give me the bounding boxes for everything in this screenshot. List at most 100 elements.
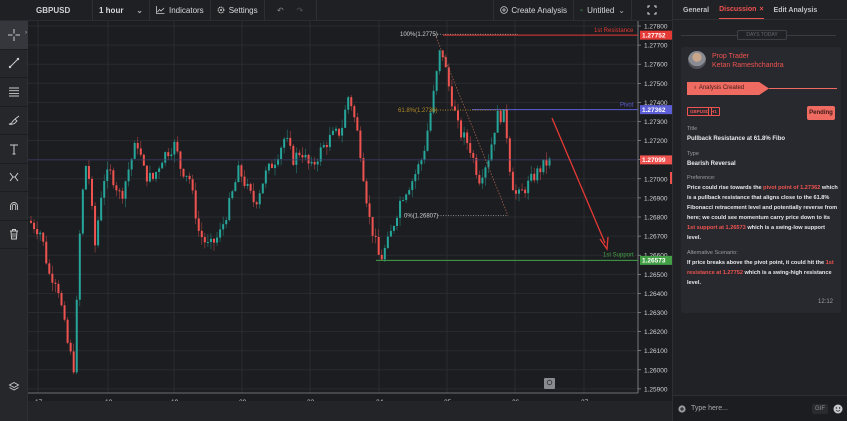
redo-icon[interactable]: ↷: [296, 5, 304, 15]
create-analysis-label: Create Analysis: [511, 5, 567, 15]
author-role: Prop Trader: [712, 53, 749, 60]
text-segment: which is a pullback resistance that alig…: [687, 185, 838, 221]
symbol-chip: GBPUSD: [687, 107, 713, 116]
gif-button[interactable]: GIF: [812, 403, 828, 414]
svg-text:18: 18: [105, 399, 113, 401]
svg-text:0%(1.26807): 0%(1.26807): [404, 214, 438, 220]
message-input[interactable]: Type here...: [691, 405, 728, 412]
svg-text:1.27200: 1.27200: [644, 138, 668, 145]
svg-text:17: 17: [35, 399, 43, 401]
svg-text:27: 27: [581, 399, 589, 401]
top-toolbar: GBPUSD 1 hour ⌄ Indicators Settings ↶ ↷ …: [0, 0, 672, 21]
svg-text:Pivot: Pivot: [620, 103, 634, 109]
svg-text:1.26100: 1.26100: [644, 348, 668, 355]
horizontal-lines-icon: [9, 87, 19, 97]
tab-general[interactable]: General: [683, 7, 709, 19]
settings-button[interactable]: Settings: [211, 0, 265, 21]
tool-trendline[interactable]: [0, 50, 28, 78]
interval-label: 1 hour: [99, 5, 124, 15]
svg-text:26: 26: [512, 399, 520, 401]
analysis-created-banner: ♁ Analysis Created: [687, 82, 769, 95]
svg-text:61.8%(1.2736): 61.8%(1.2736): [398, 108, 437, 114]
tool-text[interactable]: [0, 135, 28, 164]
chart-canvas[interactable]: 1.278001.277001.276001.275001.274001.273…: [28, 21, 672, 401]
undo-icon[interactable]: ↶: [276, 5, 284, 15]
svg-text:1st Support: 1st Support: [603, 252, 634, 258]
text-segment: which is a swing-low support level.: [687, 225, 826, 241]
layers-button[interactable]: [0, 377, 28, 397]
svg-text:1.27000: 1.27000: [644, 176, 668, 183]
svg-text:1.27300: 1.27300: [644, 119, 668, 126]
svg-text:1.27700: 1.27700: [644, 43, 668, 50]
type-label: Type: [687, 151, 699, 157]
svg-text:1.26900: 1.26900: [644, 195, 668, 202]
tool-magnet[interactable]: [0, 192, 28, 221]
message-card: Prop Trader Ketan Rameshchandra ♁ Analys…: [681, 47, 841, 313]
tool-crosshair[interactable]: ›: [0, 21, 28, 50]
indicators-label: Indicators: [169, 5, 204, 15]
drawing-tools-sidebar: ›: [0, 21, 28, 421]
fullscreen-button[interactable]: [632, 0, 672, 21]
chart-footer: [28, 401, 672, 421]
alt-scenario-label: Alternative Scenario:: [687, 250, 738, 256]
interval-selector[interactable]: 1 hour ⌄: [93, 0, 150, 21]
type-value: Bearish Reversal: [687, 161, 736, 167]
create-analysis-button[interactable]: Create Analysis: [493, 0, 574, 21]
plus-circle-icon: [500, 6, 509, 14]
add-icon[interactable]: [678, 404, 686, 413]
price-chart[interactable]: 1.27800 1.27700 1.27600 1.27500 1.27400 1.273…: [28, 21, 672, 401]
svg-text:1.27600: 1.27600: [644, 62, 668, 69]
symbol-selector[interactable]: GBPUSD: [0, 0, 93, 21]
banner-line: [769, 88, 837, 89]
text-segment: If price breaks above the pivot point, i…: [687, 260, 826, 266]
svg-text:1.25900: 1.25900: [644, 386, 668, 393]
text-segment: Price could rise towards the: [687, 185, 764, 191]
preference-text: Price could rise towards the pivot point…: [687, 183, 839, 243]
layout-selector[interactable]: Untitled ⌄: [574, 0, 632, 21]
svg-text:1.27400: 1.27400: [644, 100, 668, 107]
text-icon: [10, 144, 18, 155]
cloud-icon: [580, 8, 584, 12]
tool-pattern[interactable]: [0, 164, 28, 192]
svg-text:1.27752: 1.27752: [642, 32, 666, 39]
tab-label: Edit Analysis: [773, 7, 818, 14]
history-controls: ↶ ↷: [265, 0, 317, 21]
expand-arrow-icon[interactable]: ›: [25, 30, 27, 36]
layout-name: Untitled: [587, 5, 615, 15]
brush-icon: [8, 115, 20, 126]
svg-text:100%(1.2775): 100%(1.2775): [400, 32, 438, 38]
title-value: Pullback Resistance at 61.8% Fibo: [687, 136, 786, 142]
tool-trash[interactable]: [0, 221, 28, 249]
trash-icon: [10, 229, 18, 240]
svg-text:1.26500: 1.26500: [644, 272, 668, 279]
svg-text:1st Resistance: 1st Resistance: [594, 28, 634, 34]
day-label: DAYS TODAY: [737, 30, 787, 40]
svg-text:1.26200: 1.26200: [644, 329, 668, 336]
author-block: Prop Trader Ketan Rameshchandra: [712, 52, 784, 70]
tool-brush[interactable]: [0, 107, 28, 135]
svg-text:1.26000: 1.26000: [644, 367, 668, 374]
analysis-panel: General Discussion × Edit Analysis DAYS T…: [672, 0, 847, 421]
chevron-down-icon: ⌄: [618, 5, 625, 15]
svg-text:23: 23: [307, 399, 315, 401]
avatar: [688, 51, 706, 69]
svg-text:1.27500: 1.27500: [644, 81, 668, 88]
pattern-icon: [9, 172, 19, 182]
preference-label: Preference:: [687, 175, 716, 181]
indicators-button[interactable]: Indicators: [150, 0, 211, 21]
emoji-icon[interactable]: [833, 404, 843, 414]
tool-horizontal-lines[interactable]: [0, 78, 28, 107]
close-icon[interactable]: ×: [759, 6, 764, 13]
highlight-pivot: pivot point of 1.27362: [763, 185, 821, 191]
tab-edit-analysis[interactable]: Edit Analysis: [774, 7, 818, 19]
svg-text:1.26400: 1.26400: [644, 291, 668, 298]
svg-text:1.27362: 1.27362: [642, 107, 666, 114]
settings-label: Settings: [228, 5, 258, 15]
svg-text:24: 24: [376, 399, 384, 401]
author-name[interactable]: Ketan Rameshchandra: [712, 62, 784, 69]
indicators-icon: [156, 6, 165, 14]
tab-discussion[interactable]: Discussion ×: [719, 6, 764, 19]
message-time: 12:12: [817, 299, 833, 305]
chevron-down-icon: ⌄: [136, 5, 143, 15]
